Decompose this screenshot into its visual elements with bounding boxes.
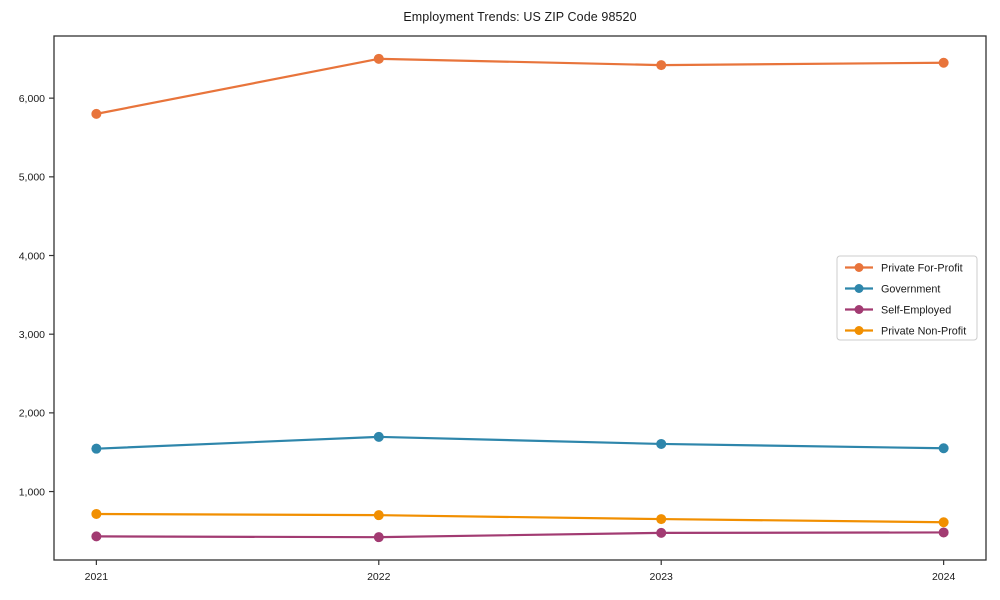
data-point-government xyxy=(373,431,384,442)
data-point-private-for-profit xyxy=(656,60,667,71)
data-point-private-non-profit xyxy=(373,510,384,521)
legend-item-government: Government xyxy=(845,283,940,295)
data-point-private-non-profit xyxy=(91,508,102,519)
series-line-government xyxy=(95,435,945,450)
x-tick-label: 2024 xyxy=(932,571,956,583)
data-point-government xyxy=(938,443,949,454)
data-point-government xyxy=(91,443,102,454)
legend-item-private-non-profit: Private Non-Profit xyxy=(845,325,966,337)
y-tick-label: 4,000 xyxy=(19,250,45,262)
legend-marker-self-employed xyxy=(854,305,864,314)
legend-label: Government xyxy=(881,283,940,295)
data-point-private-for-profit xyxy=(938,57,949,68)
legend-item-self-employed: Self-Employed xyxy=(845,304,951,316)
y-tick-label: 1,000 xyxy=(19,486,45,498)
series-line-private-non-profit xyxy=(95,512,945,524)
legend-label: Private Non-Profit xyxy=(881,325,966,337)
data-point-private-non-profit xyxy=(938,517,949,528)
series-line-private-for-profit xyxy=(95,57,945,115)
legend-label: Private For-Profit xyxy=(881,262,963,274)
y-tick-label: 3,000 xyxy=(19,329,45,341)
data-point-private-for-profit xyxy=(91,108,102,119)
plot-frame xyxy=(53,35,987,561)
data-point-private-non-profit xyxy=(656,514,667,525)
data-point-self-employed xyxy=(91,531,102,542)
data-point-private-for-profit xyxy=(373,53,384,64)
data-point-self-employed xyxy=(373,532,384,543)
legend-box xyxy=(836,255,978,341)
x-tick-label: 2022 xyxy=(367,571,391,583)
y-tick-label: 2,000 xyxy=(19,408,45,420)
data-point-self-employed xyxy=(938,527,949,538)
legend: Private For-Profit Government Self-Employe… xyxy=(836,255,978,341)
legend-marker-private-for-profit xyxy=(854,263,864,272)
data-point-government xyxy=(656,438,667,449)
x-tick-label: 2021 xyxy=(85,571,109,583)
legend-marker-government xyxy=(854,284,864,293)
chart-title: Employment Trends: US ZIP Code 98520 xyxy=(403,10,637,24)
x-tick-label: 2023 xyxy=(650,571,674,583)
legend-marker-private-non-profit xyxy=(854,326,864,335)
data-point-self-employed xyxy=(656,527,667,538)
series-line-self-employed xyxy=(95,531,945,539)
y-tick-label: 5,000 xyxy=(19,172,45,184)
y-tick-label: 6,000 xyxy=(19,93,45,105)
legend-item-private-for-profit: Private For-Profit xyxy=(845,262,963,274)
legend-label: Self-Employed xyxy=(881,304,951,316)
